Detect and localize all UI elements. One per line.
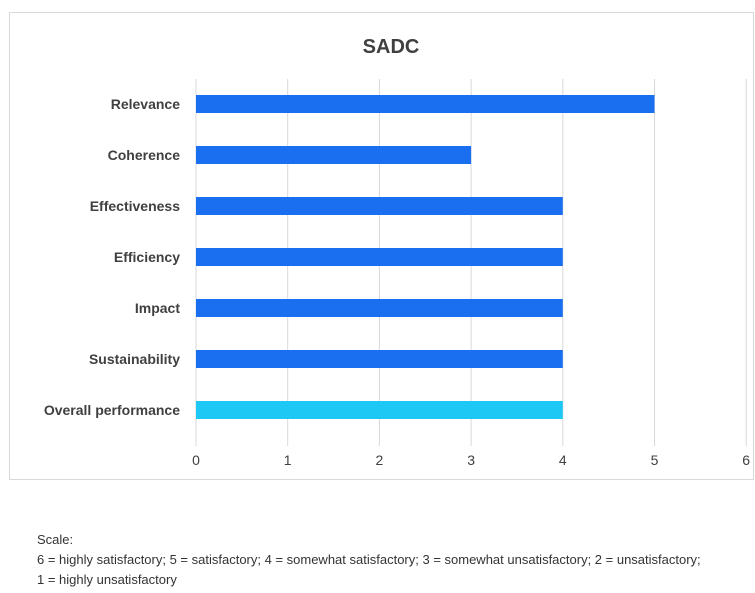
category-labels: Relevance Coherence Effectiveness Efficienc… <box>44 96 181 418</box>
bar <box>196 95 655 113</box>
bar <box>196 299 563 317</box>
category-label: Impact <box>135 300 180 316</box>
x-tick-labels: 0 1 2 3 4 5 6 <box>192 452 750 468</box>
bar <box>196 248 563 266</box>
scale-note: Scale: 6 = highly satisfactory; 5 = sati… <box>37 530 755 590</box>
bar <box>196 197 563 215</box>
category-label: Relevance <box>111 96 180 112</box>
x-tick-label: 6 <box>742 452 750 468</box>
category-label: Coherence <box>108 147 181 163</box>
category-label: Efficiency <box>114 249 180 265</box>
x-tick-label: 1 <box>284 452 292 468</box>
scale-line-1: 6 = highly satisfactory; 5 = satisfactor… <box>37 552 701 567</box>
x-tick-label: 2 <box>376 452 384 468</box>
scale-heading: Scale: <box>37 532 74 547</box>
x-tick-label: 4 <box>559 452 567 468</box>
x-tick-label: 3 <box>467 452 475 468</box>
bars <box>196 95 655 419</box>
bar <box>196 146 472 164</box>
scale-line-2: 1 = highly unsatisfactory <box>37 572 177 587</box>
category-label: Sustainability <box>89 351 180 367</box>
x-tick-label: 0 <box>192 452 200 468</box>
x-tick-label: 5 <box>651 452 659 468</box>
bar <box>196 350 563 368</box>
chart-title: SADC <box>363 36 420 58</box>
bar <box>196 401 563 419</box>
category-label: Effectiveness <box>90 198 180 214</box>
category-label: Overall performance <box>44 402 180 418</box>
chart-frame: SADC Relevance Coherence Effectiveness Effi… <box>9 12 754 480</box>
bar-chart: SADC Relevance Coherence Effectiveness Effi… <box>44 36 750 468</box>
